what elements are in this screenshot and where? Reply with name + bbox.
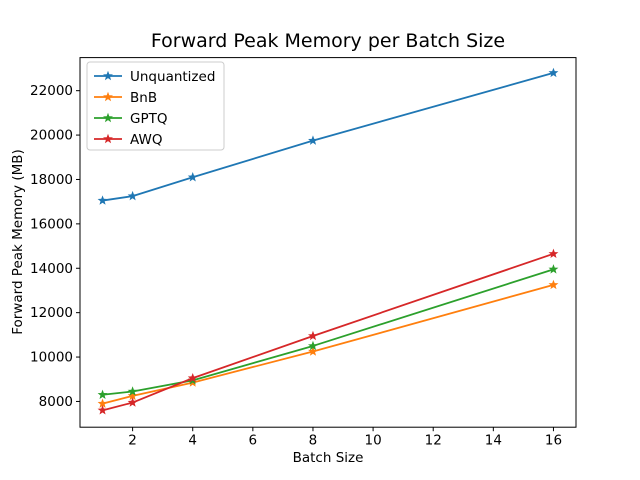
series-line-awq	[102, 252, 554, 412]
series-line-gptq	[102, 268, 554, 396]
data-point-unquantized-x4	[187, 172, 198, 182]
y-tick-label: 16000	[30, 216, 73, 232]
x-tick-label: 6	[249, 433, 258, 449]
legend-marker-bnb	[103, 91, 113, 102]
legend-label-bnb: BnB	[130, 90, 157, 106]
y-tick-label: 14000	[30, 261, 73, 277]
x-tick-label: 14	[485, 433, 502, 449]
y-tick-label: 10000	[30, 350, 73, 366]
legend-box	[86, 61, 225, 151]
data-point-unquantized-x2	[127, 190, 138, 201]
data-point-unquantized-x1	[97, 195, 108, 205]
plot-area: 2 4 6 8 10 12 14 16 8000 10000 12000 14000 16000 1800…	[30, 57, 577, 449]
data-point-awq-x16	[548, 248, 559, 259]
x-tick-label: 16	[545, 433, 562, 449]
data-point-gptq-x2	[127, 386, 138, 396]
series-line-bnb	[102, 284, 554, 405]
y-tick-label: 8000	[39, 394, 73, 410]
y-axis-label: Forward Peak Memory (MB)	[10, 149, 26, 335]
legend-label-unquantized: Unquantized	[130, 69, 215, 85]
y-tick-label: 18000	[30, 172, 73, 188]
data-point-bnb-x2	[127, 390, 138, 401]
data-point-unquantized-x8	[308, 135, 318, 145]
data-point-awq-x2	[127, 397, 138, 407]
data-point-gptq-x8	[308, 340, 318, 351]
legend-label-awq: AWQ	[130, 132, 162, 148]
data-point-bnb-x16	[548, 279, 559, 290]
data-point-bnb-x1	[97, 398, 108, 408]
legend-label-gptq: GPTQ	[130, 111, 167, 127]
y-tick-label: 12000	[30, 305, 73, 321]
x-tick-label: 2	[128, 433, 137, 449]
legend-marker-unquantized	[103, 70, 113, 81]
plot-border	[79, 57, 577, 428]
x-tick-label: 10	[364, 433, 381, 449]
data-point-awq-x1	[97, 405, 108, 415]
y-tick-label: 22000	[30, 83, 73, 99]
x-tick-label: 4	[188, 433, 197, 449]
data-point-awq-x4	[187, 372, 198, 383]
y-tick-label: 20000	[30, 128, 73, 144]
x-tick-label: 12	[425, 433, 442, 449]
data-point-unquantized-x16	[548, 67, 559, 78]
data-point-awq-x8	[308, 330, 318, 341]
data-point-gptq-x1	[97, 389, 108, 399]
data-point-bnb-x8	[308, 346, 318, 356]
chart-title: Forward Peak Memory per Batch Size	[151, 30, 505, 52]
legend-marker-gptq	[103, 112, 113, 123]
legend-marker-awq	[103, 133, 113, 144]
x-axis-label: Batch Size	[293, 450, 364, 466]
x-tick-label: 8	[309, 433, 318, 449]
data-point-gptq-x16	[548, 264, 559, 274]
